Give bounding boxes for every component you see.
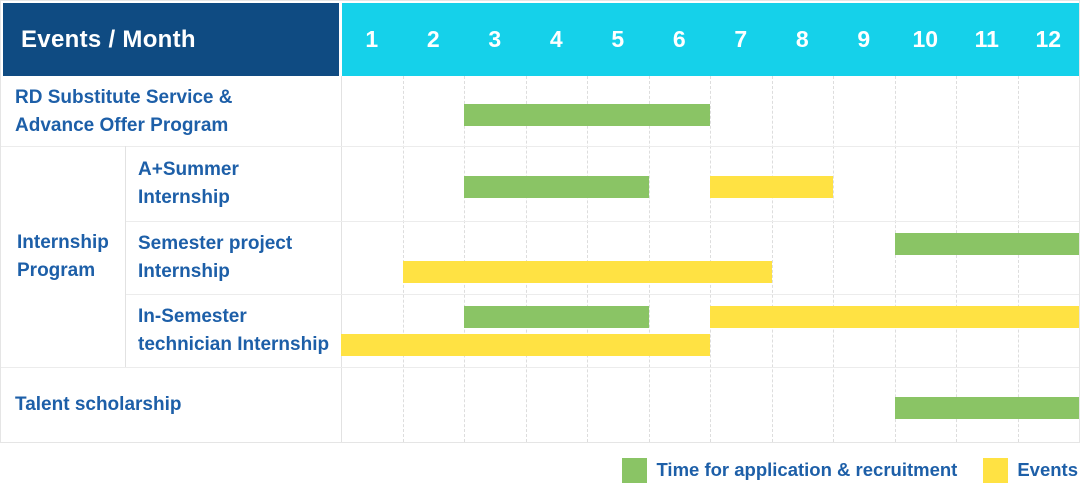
month-header-cell: 5 [611,26,625,52]
corner-header: Events / Month [3,3,339,76]
legend: Time for application & recruitment Events [622,455,1078,485]
gantt-bar-application [464,104,710,126]
row-label-line: RD Substitute Service & [15,87,233,108]
legend-label: Time for application & recruitment [656,459,958,480]
grid-vline-month [956,76,957,442]
legend-swatch-event [983,457,1009,483]
month-header-cell: 9 [857,26,871,52]
row-label: Talent scholarship [15,367,335,442]
grid-vline-month [464,76,465,442]
row-label: Semester project Internship [138,221,335,294]
grid-vline-month [833,76,834,442]
row-label-line: Internship [138,260,230,282]
month-header-row: 1 2 3 4 5 6 7 8 9 10 11 12 [342,3,1079,76]
gantt-table: Events / Month 1 2 3 4 5 6 7 8 9 10 11 12 RD Substi… [0,0,1080,443]
month-header-cell: 11 [974,26,999,52]
legend-item-application: Time for application & recruitment [622,457,958,483]
grid-vline-month [771,76,773,442]
month-header-cell: 2 [426,26,440,52]
grid-vline-month [710,76,711,442]
grid-vline-month [648,76,650,442]
gantt-bar-application [464,175,649,198]
month-header-cell: 6 [672,26,686,52]
gantt-bar-application [894,233,1079,255]
grid-hline-row [1,146,1079,147]
group-label: Internship Program [17,146,119,367]
grid-vline-labels [341,76,342,442]
group-label-line: Internship [17,231,109,253]
grid-vline-group [125,146,126,367]
row-label-line: Internship [138,186,230,208]
row-label-line: Talent scholarship [15,393,182,415]
group-label-line: Program [17,259,96,281]
month-header-cell: 10 [912,26,939,52]
grid-hline-row [1,367,1079,368]
grid-hline-row [125,294,1079,295]
grid-hline-row [125,221,1079,222]
gantt-bar-event [710,306,1079,328]
grid-vline-month [525,76,527,442]
legend-label: Events [1017,459,1078,480]
row-label: A+Summer Internship [138,146,335,221]
row-label-line: Semester project [138,232,293,254]
gantt-bar-application [464,306,649,328]
grid-vline-month [587,76,588,442]
month-header-cell: 7 [734,26,748,52]
month-header-cell: 1 [365,26,379,52]
gantt-bar-event [341,334,710,356]
row-label: In-Semester technician Internship [138,294,335,367]
grid-vline-month [402,76,404,442]
grid-vline-month [894,76,896,442]
month-header-cell: 8 [795,26,809,52]
row-label: RD Substitute Service & Advance Offer Pro… [15,78,335,146]
month-header-cell: 3 [488,26,502,52]
legend-item-event: Events [983,457,1078,483]
corner-header-title: Events / Month [21,25,196,53]
gantt-bar-application [894,396,1079,419]
gantt-bar-event [710,175,833,198]
month-header-cell: 12 [1035,26,1062,52]
row-label-line: Advance Offer Program [15,115,229,136]
legend-swatch-application [622,457,648,483]
grid-vline-month [1017,76,1019,442]
gantt-bar-event [402,261,772,283]
row-label-line: technician Internship [138,333,330,355]
row-label-line: A+Summer [138,158,239,180]
month-header-cell: 4 [549,26,563,52]
row-label-line: In-Semester [138,305,247,327]
